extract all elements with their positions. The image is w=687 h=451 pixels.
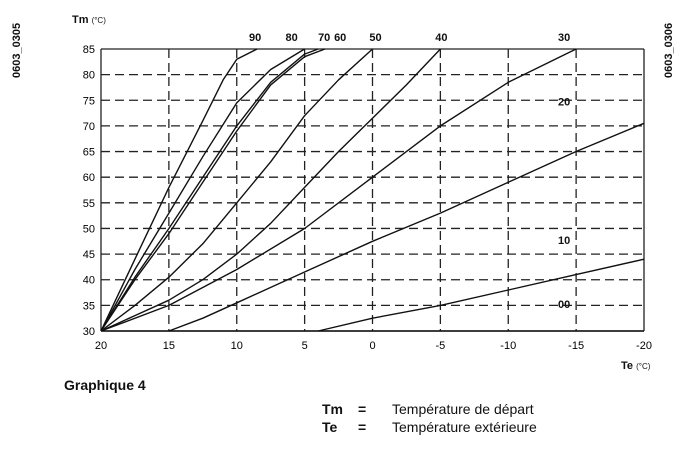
curve-60 [100,48,326,332]
curve-label-20: 20 [558,96,570,108]
curve-label-00: 00 [558,299,570,311]
curve-40 [100,48,441,332]
x-axis-unit: (°C) [636,362,651,371]
y-tick-label: 50 [83,223,95,235]
x-tick-label: 10 [231,340,243,352]
y-axis-label: Tm [72,14,89,26]
legend-eq: = [358,419,367,435]
legend-row-tm: Tm = Température de départ [322,401,534,417]
legend-eq: = [358,401,367,417]
curve-70 [100,48,319,332]
y-tick-label: 65 [83,147,95,159]
curve-80 [100,48,305,332]
y-tick-label: 55 [83,198,95,210]
curve-label-40: 40 [435,32,447,44]
curve-90 [100,48,258,332]
x-tick-label: -15 [568,340,584,352]
y-axis-title: Tm (°C) [72,14,106,26]
x-tick-label: 15 [163,340,175,352]
legend-text: Température de départ [392,401,534,417]
x-axis-label: Te [621,360,634,372]
curve-label-30: 30 [558,32,570,44]
x-tick-label: -20 [636,340,652,352]
curve-label-70: 70 [318,32,330,44]
y-tick-label: 45 [83,249,95,261]
curve-label-50: 50 [369,32,381,44]
y-tick-label: 70 [83,121,95,133]
y-axis-unit: (°C) [91,16,106,25]
y-tick-label: 35 [83,300,95,312]
x-tick-label: 20 [95,340,107,352]
legend-text: Température extérieure [392,419,537,435]
curve-20 [168,122,645,332]
curve-label-60: 60 [334,32,346,44]
y-tick-label: 30 [83,326,95,338]
legend-symbol: Tm [322,401,343,417]
y-tick-label: 85 [83,44,95,56]
legend-row-te: Te = Température extérieure [322,419,537,435]
x-tick-label: 5 [302,340,308,352]
legend-symbol: Te [322,419,338,435]
x-axis-title: Te (°C) [621,360,650,372]
x-tick-label: -10 [500,340,516,352]
curve-label-80: 80 [286,32,298,44]
y-tick-label: 80 [83,70,95,82]
curve-label-90: 90 [249,32,261,44]
x-tick-label: -5 [435,340,445,352]
y-tick-label: 75 [83,95,95,107]
chart-caption: Graphique 4 [64,377,146,393]
curve-10 [318,258,645,332]
curve-50 [100,48,373,332]
y-tick-label: 40 [83,275,95,287]
curve-30 [100,48,577,332]
y-tick-label: 60 [83,172,95,184]
x-tick-label: 0 [369,340,375,352]
curve-label-10: 10 [558,235,570,247]
